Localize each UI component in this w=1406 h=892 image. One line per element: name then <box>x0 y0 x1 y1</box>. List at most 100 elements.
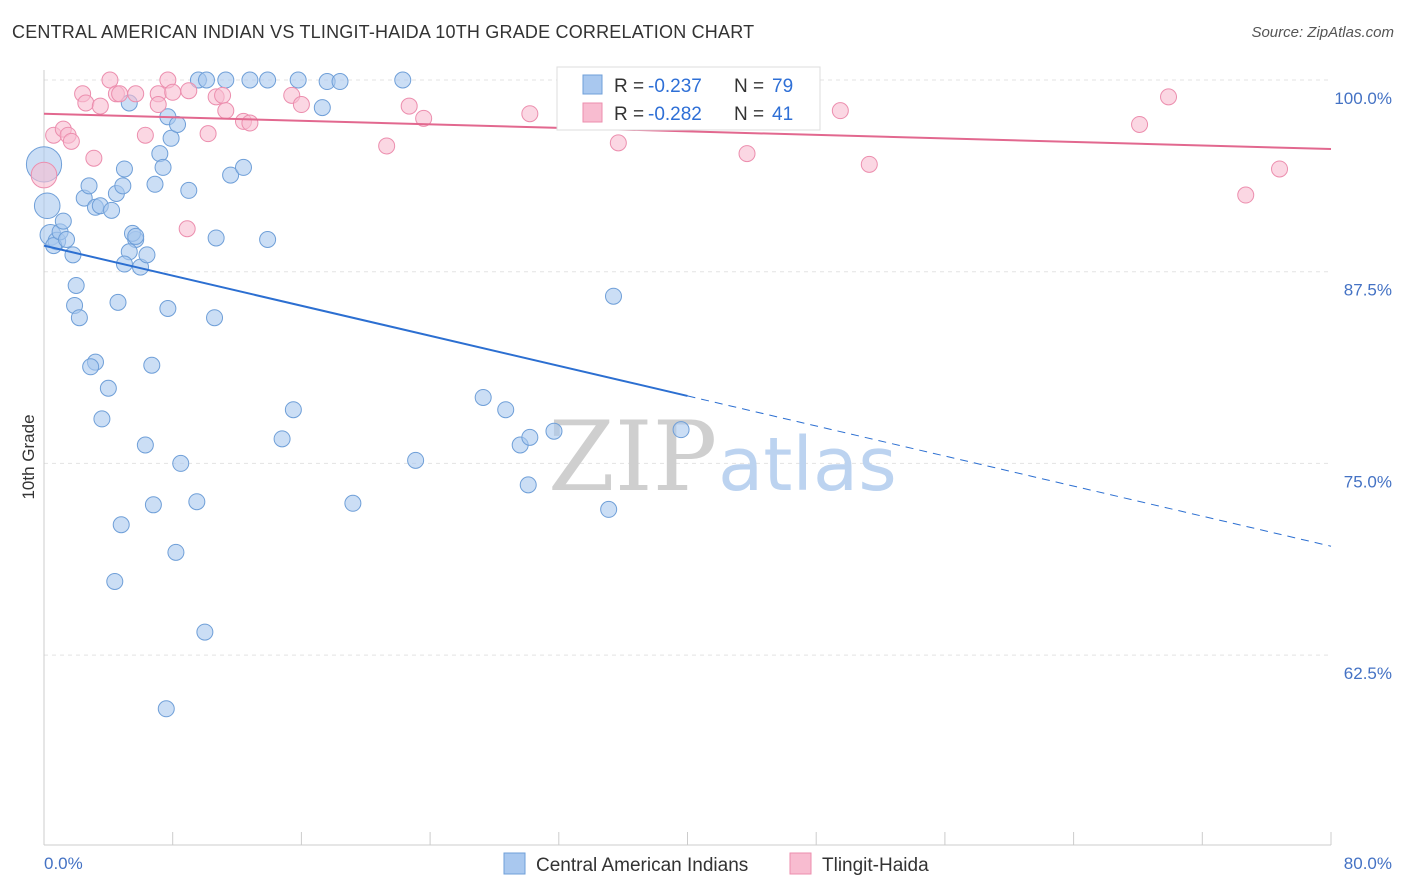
point-1-30 <box>521 105 539 123</box>
point-0-43 <box>313 99 331 117</box>
point-1-15 <box>149 96 167 114</box>
point-0-36 <box>217 71 235 89</box>
point-0-59 <box>144 496 162 514</box>
legend-swatch-tlingit-haida <box>582 102 603 123</box>
point-0-55 <box>93 410 111 428</box>
point-0-38 <box>259 71 277 89</box>
legend-n-value-1: 79 <box>772 76 793 97</box>
point-0-44 <box>222 166 240 184</box>
bottom-legend-swatch-central-american-indians <box>503 852 526 875</box>
point-1-13 <box>136 126 154 144</box>
points-tlingit-haida <box>30 71 1289 238</box>
point-1-29 <box>378 137 396 155</box>
point-1-19 <box>199 125 217 143</box>
point-1-6 <box>77 94 95 112</box>
point-0-49 <box>159 300 177 318</box>
point-0-65 <box>273 430 291 448</box>
point-0-1 <box>33 192 61 220</box>
bottom-legend-label-central-american-indians: Central American Indians <box>536 855 748 876</box>
y-tick-label-3: 100.0% <box>1334 89 1392 108</box>
point-0-27 <box>146 175 164 193</box>
legend-r-label-2: R = <box>614 104 644 125</box>
point-0-41 <box>331 73 349 91</box>
point-0-60 <box>112 516 130 534</box>
point-1-37 <box>1160 88 1178 106</box>
point-1-26 <box>292 96 310 114</box>
point-0-76 <box>600 500 618 518</box>
point-0-70 <box>497 401 515 419</box>
point-0-6 <box>58 230 76 248</box>
legend-swatch-central-american-indians <box>582 74 603 95</box>
point-0-75 <box>604 287 622 305</box>
point-1-7 <box>85 149 103 167</box>
point-0-53 <box>99 379 117 397</box>
y-tick-label-0: 62.5% <box>1344 664 1392 683</box>
point-0-62 <box>106 572 124 590</box>
point-0-56 <box>136 436 154 454</box>
trendline-0 <box>43 244 688 397</box>
point-1-39 <box>1271 160 1289 178</box>
point-0-50 <box>109 293 127 311</box>
point-0-74 <box>519 476 537 494</box>
point-1-35 <box>860 155 878 173</box>
point-0-31 <box>162 129 180 147</box>
point-0-16 <box>103 201 121 219</box>
point-0-72 <box>521 428 539 446</box>
point-1-18 <box>178 220 196 238</box>
y-tick-labels: 62.5% 75.0% 87.5% 100.0% <box>1334 89 1392 683</box>
point-0-58 <box>188 493 206 511</box>
point-0-13 <box>80 177 98 195</box>
bottom-legend-swatch-tlingit-haida <box>789 852 812 875</box>
point-0-45 <box>234 158 252 176</box>
point-0-22 <box>127 227 145 245</box>
point-0-42 <box>394 71 412 89</box>
y-tick-label-2: 87.5% <box>1344 281 1392 300</box>
point-0-54 <box>143 356 161 374</box>
trendlines <box>43 112 1332 547</box>
legend-box: R = -0.237 N = 79 R = -0.282 N = 41 <box>556 66 821 131</box>
point-1-33 <box>738 145 756 163</box>
legend-n-value-2: 41 <box>772 104 793 125</box>
point-0-47 <box>259 230 277 248</box>
point-0-18 <box>115 160 133 178</box>
point-0-64 <box>157 700 175 718</box>
point-0-57 <box>172 454 190 472</box>
point-0-28 <box>151 145 169 163</box>
x-tick-label-max: 80.0% <box>1344 854 1392 873</box>
legend-n-label-1: N = <box>734 76 764 97</box>
point-0-8 <box>64 246 82 264</box>
chart-title: CENTRAL AMERICAN INDIAN VS TLINGIT-HAIDA… <box>12 22 755 42</box>
legend-r-value-1: -0.237 <box>648 76 702 97</box>
point-1-28 <box>415 109 433 127</box>
point-1-34 <box>831 102 849 120</box>
point-0-61 <box>167 543 185 561</box>
point-0-69 <box>474 388 492 406</box>
point-1-8 <box>91 97 109 115</box>
trendline-ext-0 <box>687 395 1332 547</box>
point-0-26 <box>138 246 156 264</box>
watermark: ZIP atlas <box>548 401 897 513</box>
watermark-atlas: atlas <box>718 422 897 508</box>
y-axis-label: 10th Grade <box>19 414 38 499</box>
x-ticks <box>172 832 1332 845</box>
point-1-24 <box>241 114 259 132</box>
x-tick-labels: 0.0% 80.0% <box>44 854 1392 873</box>
point-0-9 <box>67 277 85 295</box>
point-1-38 <box>1237 186 1255 204</box>
bottom-legend: Central American Indians Tlingit-Haida <box>503 852 929 876</box>
point-0-29 <box>154 158 172 176</box>
bottom-legend-label-tlingit-haida: Tlingit-Haida <box>822 855 929 876</box>
point-1-21 <box>214 86 232 104</box>
point-1-40 <box>180 82 198 100</box>
trendline-1 <box>43 112 1332 151</box>
point-0-66 <box>284 401 302 419</box>
point-0-77 <box>672 421 690 439</box>
point-1-27 <box>400 97 418 115</box>
point-0-37 <box>241 71 259 89</box>
point-0-48 <box>206 309 224 327</box>
point-0-67 <box>344 494 362 512</box>
point-1-0 <box>30 161 58 189</box>
point-1-11 <box>111 85 129 103</box>
point-1-9 <box>101 71 119 89</box>
